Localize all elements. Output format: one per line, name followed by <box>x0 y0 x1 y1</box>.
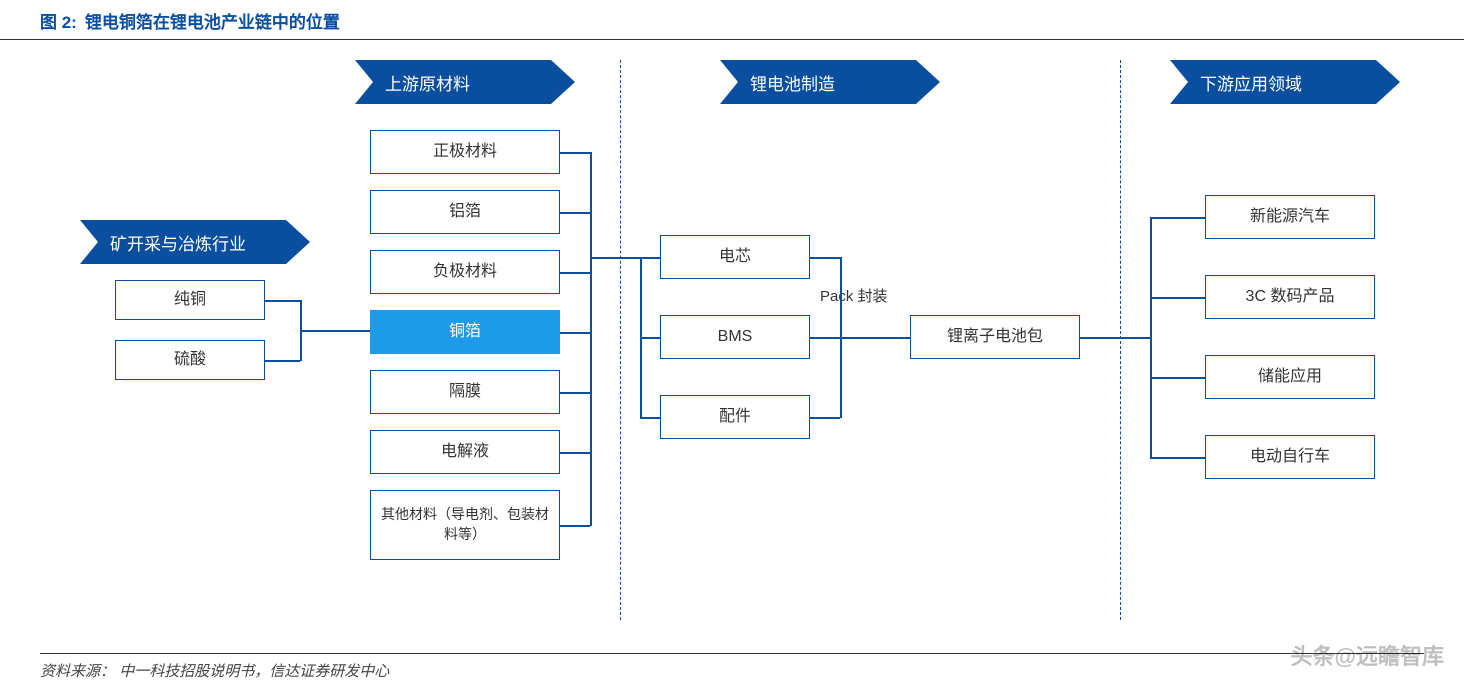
edge <box>1150 297 1205 299</box>
edge <box>560 332 590 334</box>
banner-upstream-label: 上游原材料 <box>385 70 470 95</box>
figure-label: 图 2: <box>40 8 77 33</box>
edge <box>1150 457 1205 459</box>
edge <box>560 152 590 154</box>
edge <box>265 300 300 302</box>
node-other-materials: 其他材料（导电剂、包装材料等） <box>370 490 560 560</box>
edge <box>590 152 592 526</box>
edge <box>560 452 590 454</box>
node-separator: 隔膜 <box>370 370 560 414</box>
figure-title: 锂电铜箔在锂电池产业链中的位置 <box>85 8 340 33</box>
banner-mining-label: 矿开采与冶炼行业 <box>110 230 246 255</box>
divider-1 <box>620 60 621 620</box>
edge <box>840 337 910 339</box>
source-text: 中一科技招股说明书，信达证券研发中心 <box>119 663 389 680</box>
edge <box>640 337 660 339</box>
source-prefix: 资料来源： <box>40 663 115 680</box>
node-pure-copper: 纯铜 <box>115 280 265 320</box>
edge <box>640 257 660 259</box>
divider-2 <box>1120 60 1121 620</box>
node-bms: BMS <box>660 315 810 359</box>
edge <box>560 272 590 274</box>
edge <box>1150 217 1205 219</box>
node-al-foil: 铝箔 <box>370 190 560 234</box>
node-ess: 储能应用 <box>1205 355 1375 399</box>
banner-mining: 矿开采与冶炼行业 <box>80 220 310 264</box>
banner-downstream-label: 下游应用领域 <box>1200 70 1302 95</box>
node-parts: 配件 <box>660 395 810 439</box>
edge <box>560 212 590 214</box>
node-electrolyte: 电解液 <box>370 430 560 474</box>
edge <box>560 392 590 394</box>
figure-source: 资料来源： 中一科技招股说明书，信达证券研发中心 <box>40 653 1424 681</box>
node-battery-pack: 锂离子电池包 <box>910 315 1080 359</box>
node-copper-foil: 铜箔 <box>370 310 560 354</box>
edge <box>1150 377 1205 379</box>
edge <box>810 337 840 339</box>
node-ev: 新能源汽车 <box>1205 195 1375 239</box>
label-pack: Pack 封装 <box>820 285 888 306</box>
watermark: 头条@远瞻智库 <box>1291 639 1444 671</box>
banner-battery: 锂电池制造 <box>720 60 940 104</box>
flowchart-diagram: 矿开采与冶炼行业 上游原材料 锂电池制造 下游应用领域 纯铜 硫酸 正极材料 铝… <box>0 40 1464 650</box>
edge <box>1150 217 1152 458</box>
banner-battery-label: 锂电池制造 <box>750 70 835 95</box>
node-anode: 负极材料 <box>370 250 560 294</box>
edge <box>300 330 370 332</box>
edge <box>810 417 840 419</box>
node-cathode: 正极材料 <box>370 130 560 174</box>
node-3c: 3C 数码产品 <box>1205 275 1375 319</box>
edge <box>265 360 300 362</box>
edge <box>1080 337 1150 339</box>
node-sulfuric-acid: 硫酸 <box>115 340 265 380</box>
banner-upstream: 上游原材料 <box>355 60 575 104</box>
figure-title-bar: 图 2: 锂电铜箔在锂电池产业链中的位置 <box>0 0 1464 40</box>
node-ebike: 电动自行车 <box>1205 435 1375 479</box>
banner-downstream: 下游应用领域 <box>1170 60 1400 104</box>
edge <box>640 417 660 419</box>
edge <box>560 525 590 527</box>
edge <box>810 257 840 259</box>
node-cell: 电芯 <box>660 235 810 279</box>
